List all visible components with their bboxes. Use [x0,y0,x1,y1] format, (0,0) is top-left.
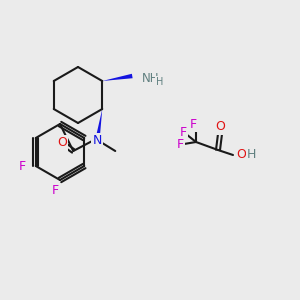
Text: O: O [57,136,67,149]
Text: F: F [51,184,58,196]
Text: F: F [176,137,184,151]
Text: O: O [236,148,246,161]
Polygon shape [95,109,102,141]
Text: F: F [189,118,197,130]
Text: H: H [247,148,256,161]
Text: F: F [179,125,187,139]
Text: H: H [156,77,164,87]
Text: N: N [93,134,102,148]
Text: F: F [19,160,26,172]
Text: NH: NH [142,71,160,85]
Text: O: O [215,121,225,134]
Polygon shape [102,74,133,81]
